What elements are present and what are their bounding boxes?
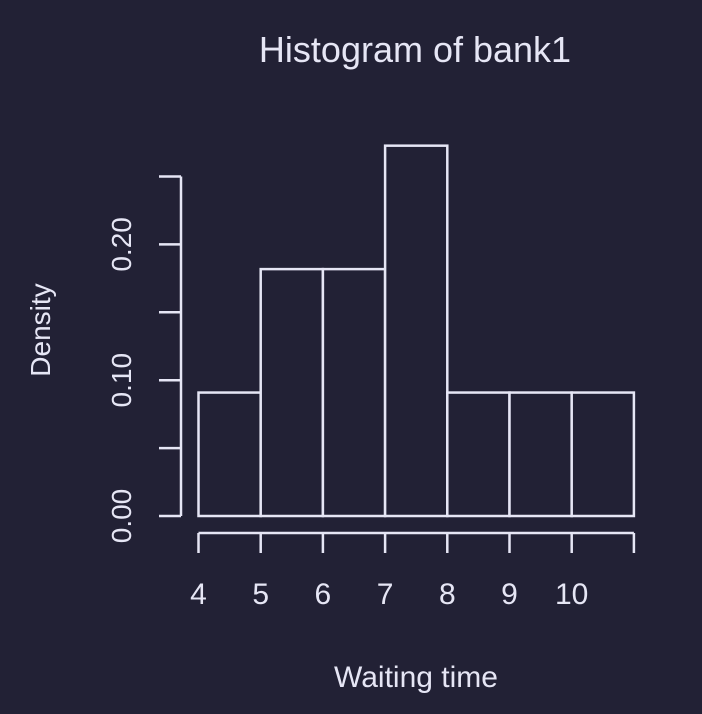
histogram-bar-9-10 [508, 391, 573, 518]
x-tick-label: 7 [377, 578, 394, 611]
y-tick-label: 0.00 [106, 489, 137, 544]
y-tick-label: 0.20 [106, 217, 137, 272]
chart-title: Histogram of bank1 [259, 29, 571, 70]
y-axis: 0.00 0.10 0.20 [106, 175, 183, 544]
histogram-bar-8-9 [446, 391, 511, 518]
histogram-bar-10-11 [570, 391, 636, 518]
y-tick-label: 0.10 [106, 353, 137, 408]
x-axis-label: Waiting time [334, 661, 498, 694]
histogram-bar-5-6 [259, 267, 325, 518]
x-tick-label: 9 [501, 578, 518, 611]
histogram-bar-6-7 [321, 267, 387, 518]
x-axis: 4 5 6 7 8 9 10 [190, 531, 636, 611]
x-tick-label: 5 [252, 578, 269, 611]
x-tick-label: 8 [439, 578, 456, 611]
x-tick-label: 10 [555, 578, 588, 611]
x-tick-label: 4 [190, 578, 207, 611]
x-tick-label: 6 [315, 578, 332, 611]
bars-group [197, 144, 636, 518]
histogram-bar-7-8 [383, 144, 449, 518]
histogram-bar-4-5 [197, 391, 262, 518]
y-axis-label: Density [25, 283, 56, 376]
